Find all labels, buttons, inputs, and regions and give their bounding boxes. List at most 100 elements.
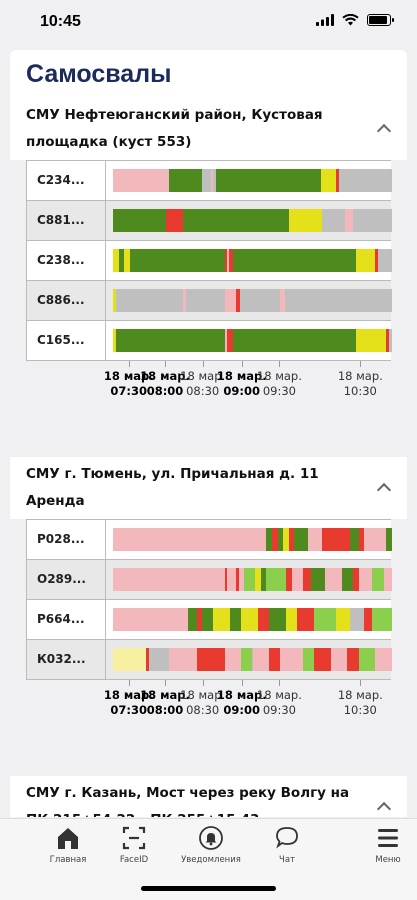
chevron-up-icon[interactable] [376, 801, 392, 817]
content-scroll[interactable]: Самосвалы СМУ Нефтеюганский район, Кусто… [10, 50, 407, 817]
status-segment [302, 568, 312, 591]
status-segment [375, 648, 392, 671]
axis-tick-label: 18 мар. 07:30 [99, 688, 159, 718]
status-segment [350, 528, 359, 551]
tick-time: 10:30 [343, 384, 377, 398]
axis-tick-mark [165, 361, 166, 367]
tick-time: 09:30 [262, 384, 296, 398]
status-segment [336, 169, 339, 192]
status-segment [124, 249, 130, 272]
status-track [113, 608, 392, 631]
timeline-chart: Р028... О289... Р664... К032... 18 мар. 07:30… [10, 519, 407, 740]
vehicle-row[interactable]: С165... [27, 321, 392, 361]
status-segment [325, 568, 342, 591]
faceid-icon [122, 826, 146, 850]
status-segment [224, 329, 228, 352]
status-segment [358, 648, 376, 671]
tick-time: 08:30 [186, 384, 220, 398]
axis-tick-label: 18 мар. 08:30 [173, 688, 233, 718]
tick-day: 18 мар. [216, 369, 267, 383]
cellular-signal-icon [316, 14, 334, 26]
section: СМУ г. Тюмень, ул. Причальная д. 11 Арен… [10, 457, 407, 740]
status-time: 10:45 [40, 13, 81, 30]
vehicle-label: С881... [37, 213, 85, 227]
status-segment [227, 249, 229, 272]
vehicle-row[interactable]: Р028... [27, 520, 392, 560]
status-segment [113, 608, 189, 631]
vehicle-row[interactable]: К032... [27, 640, 392, 680]
tab-faceid[interactable]: FaceID [99, 825, 169, 865]
status-segment [355, 249, 376, 272]
vehicle-label: Р664... [37, 612, 85, 626]
status-segment [277, 528, 284, 551]
tick-day: 18 мар. [337, 369, 383, 383]
timeline-chart: С234... С881... С238... С886... С165... 18 ма… [10, 160, 407, 421]
status-segment [235, 568, 239, 591]
section-header[interactable]: СМУ г. Казань, Мост через реку Волгу на … [10, 776, 407, 817]
tab-home[interactable]: Главная [33, 825, 103, 865]
status-segment [364, 528, 387, 551]
vehicle-row[interactable]: С234... [27, 161, 392, 201]
tick-day: 18 мар. [256, 369, 302, 383]
vehicle-row[interactable]: С238... [27, 241, 392, 281]
status-segment [149, 648, 169, 671]
section-title: СМУ г. Тюмень, ул. Причальная д. 11 Арен… [26, 466, 319, 509]
vehicle-row[interactable]: С881... [27, 201, 392, 241]
axis-tick-label: 18 мар. 09:30 [249, 688, 309, 718]
tick-day: 18 мар. [140, 688, 190, 702]
home-icon [58, 828, 78, 849]
status-segment [213, 608, 231, 631]
status-segment [358, 528, 365, 551]
tab-chat[interactable]: Чат [252, 825, 322, 865]
vehicle-row[interactable]: Р664... [27, 600, 392, 640]
status-segment [113, 249, 119, 272]
status-segment [344, 169, 392, 192]
axis-tick-label: 18 мар. 09:00 [212, 688, 272, 718]
status-segment [364, 608, 373, 631]
status-segment [239, 289, 281, 312]
axis-tick-label: 18 мар. 09:00 [212, 369, 272, 399]
row-divider [105, 560, 106, 599]
status-segment [283, 528, 289, 551]
status-segment [322, 209, 345, 232]
row-divider [105, 161, 106, 200]
section-header[interactable]: СМУ Нефтеюганский район, Кустовая площад… [10, 98, 407, 160]
tab-menu[interactable]: Меню [353, 825, 417, 865]
section: СМУ г. Казань, Мост через реку Волгу на … [10, 776, 407, 817]
tick-time: 09:00 [223, 384, 261, 398]
status-segment [258, 608, 270, 631]
chevron-up-icon[interactable] [376, 482, 392, 498]
vehicle-row[interactable]: О289... [27, 560, 392, 600]
status-segment [285, 608, 298, 631]
status-segment [320, 169, 337, 192]
axis-tick-label: 18 мар. 07:30 [99, 369, 159, 399]
status-segment [227, 329, 233, 352]
section-title: СМУ Нефтеюганский район, Кустовая площад… [26, 107, 323, 150]
status-track [113, 169, 392, 192]
status-segment [228, 249, 233, 272]
status-segment [350, 608, 365, 631]
vehicle-label: Р028... [37, 532, 85, 546]
status-segment [113, 209, 166, 232]
axis-tick-mark [360, 361, 362, 367]
vehicle-row[interactable]: С886... [27, 281, 392, 321]
axis-tick-mark [241, 361, 243, 367]
status-track [113, 209, 392, 232]
status-segment [347, 648, 359, 671]
status-segment [284, 289, 392, 312]
chevron-up-icon[interactable] [376, 123, 392, 139]
status-segment [224, 648, 242, 671]
timeline-body: Р028... О289... Р664... К032... [26, 519, 392, 680]
tick-day: 18 мар. [180, 369, 226, 383]
status-segment [272, 528, 278, 551]
tick-time: 09:00 [223, 703, 261, 717]
status-segment [202, 608, 214, 631]
tab-notifications[interactable]: Уведомления [176, 825, 246, 865]
status-segment [168, 169, 203, 192]
tab-label: Меню [375, 855, 401, 865]
tick-day: 18 мар. [103, 688, 154, 702]
status-segment [113, 329, 116, 352]
status-segment [341, 568, 353, 591]
axis-tick-label: 18 мар. 08:00 [135, 369, 195, 399]
section-header[interactable]: СМУ г. Тюмень, ул. Причальная д. 11 Арен… [10, 457, 407, 519]
